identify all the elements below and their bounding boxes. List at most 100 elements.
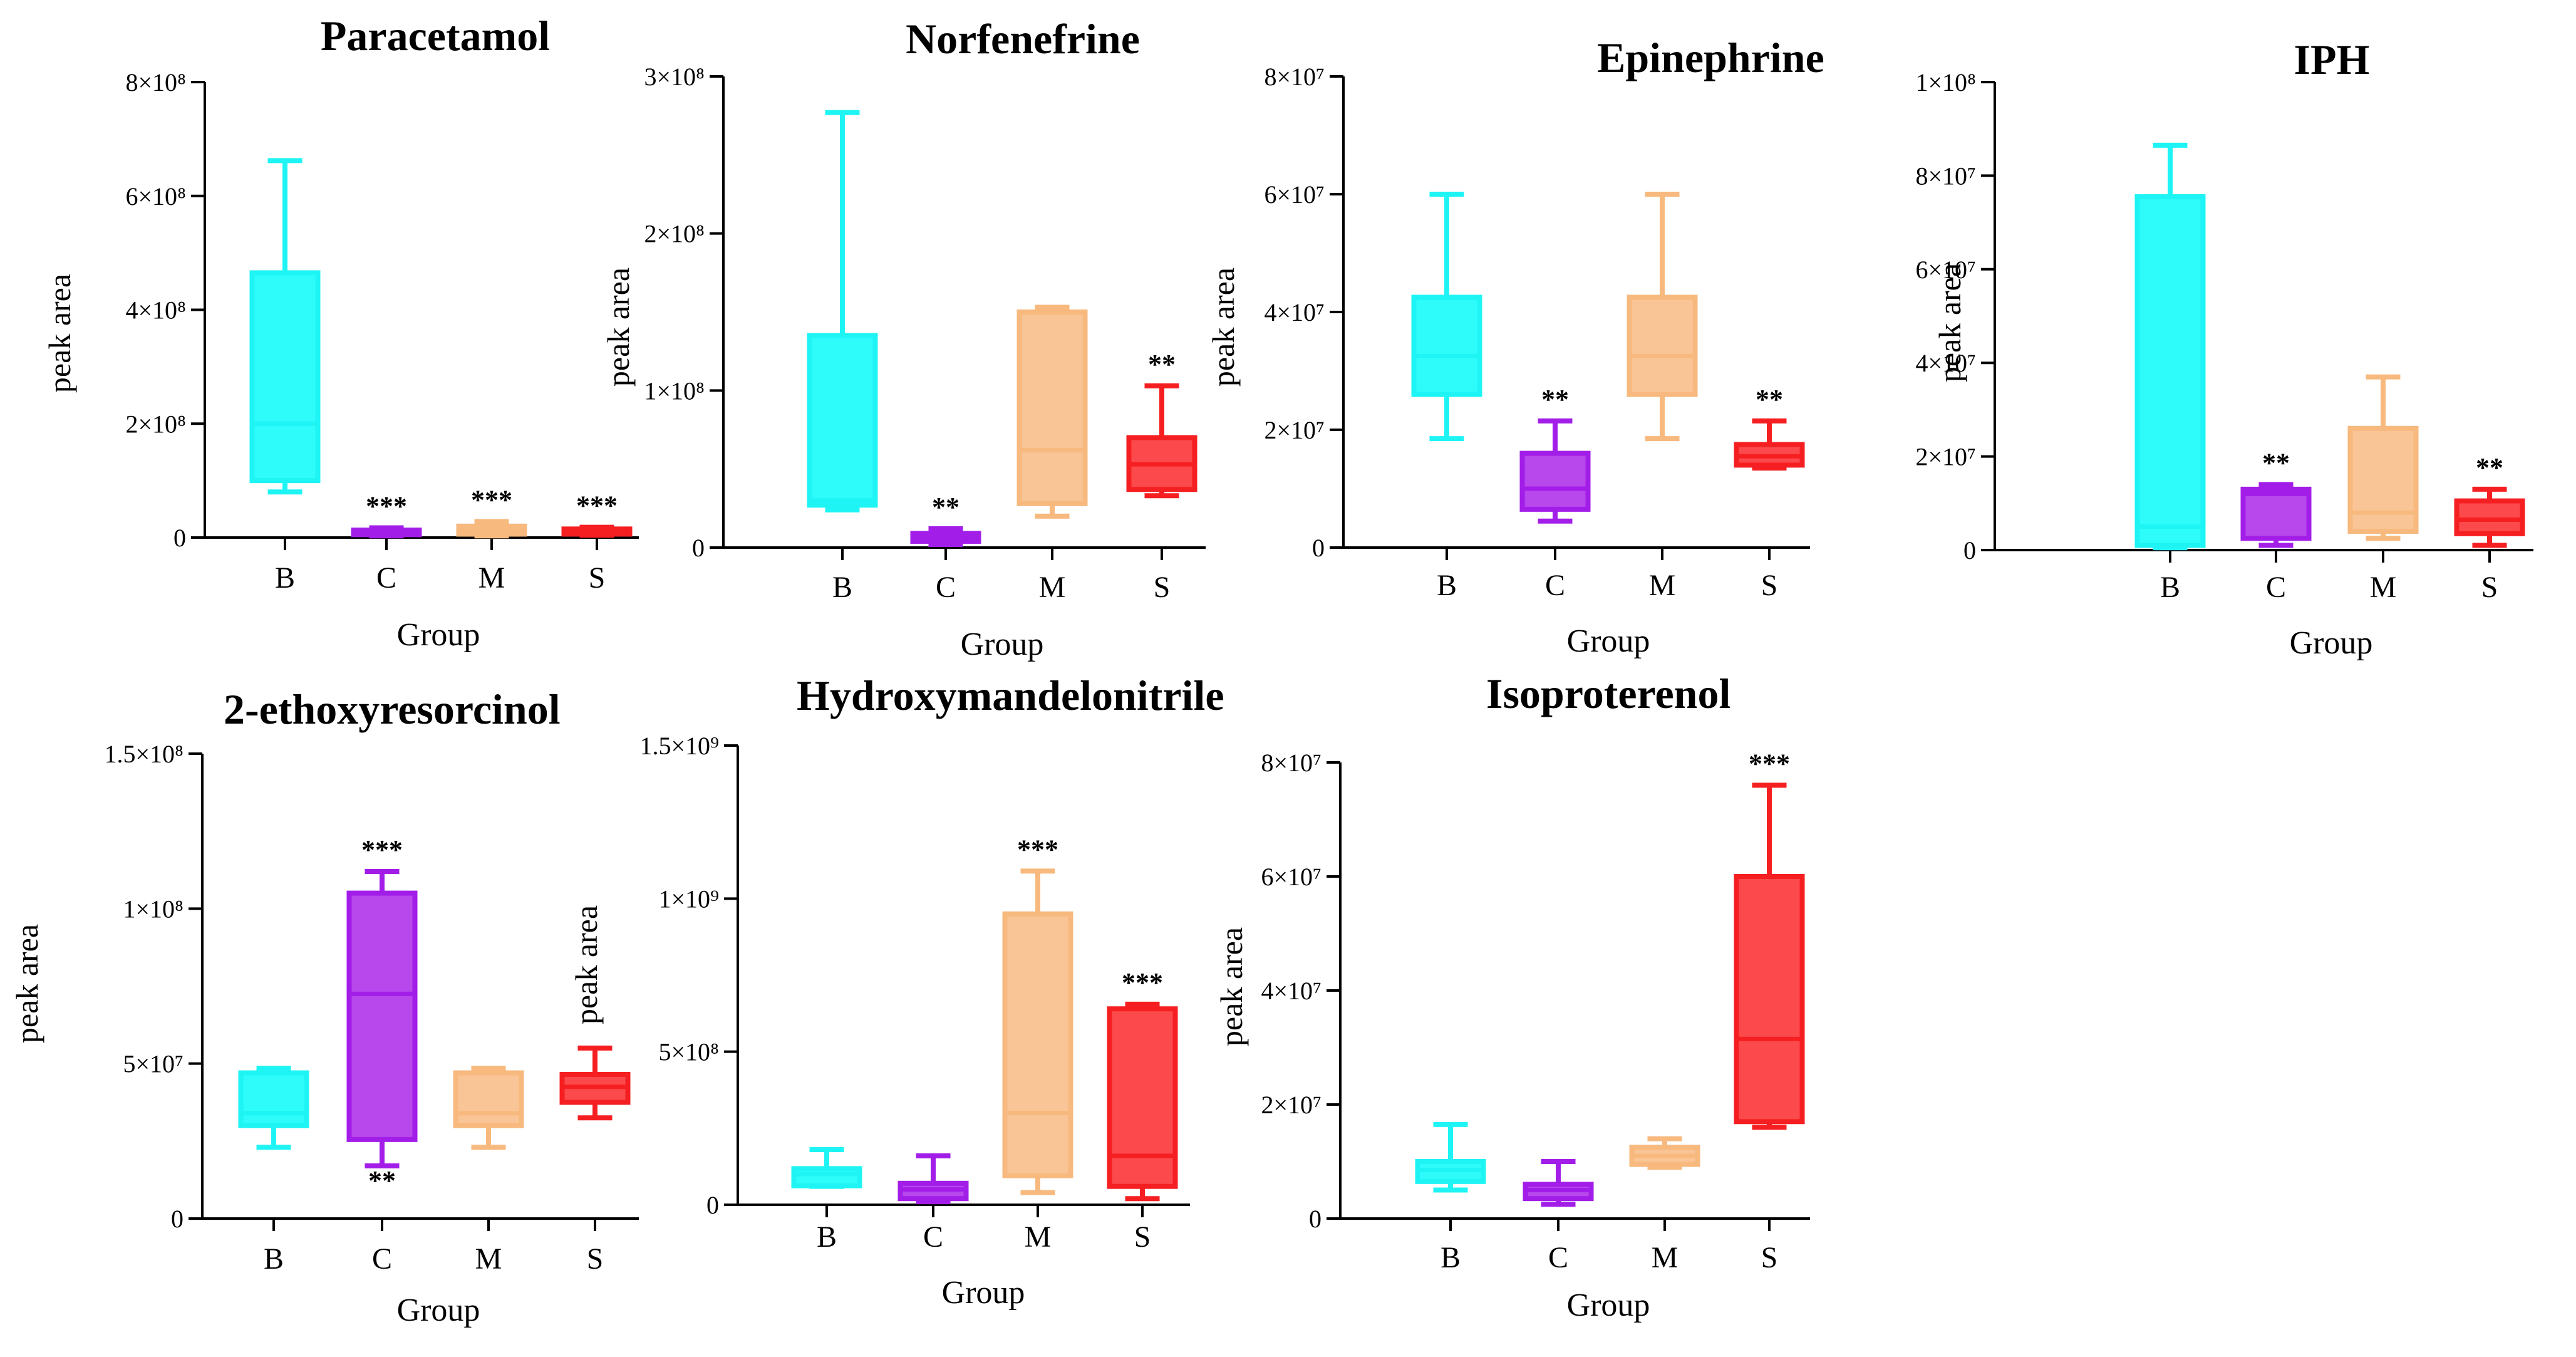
box-m: [1016, 309, 1088, 506]
y-tick-label: 0: [171, 1205, 184, 1233]
y-tick-label: 3×10⁸: [644, 63, 705, 91]
box-b: [249, 270, 321, 484]
significance-marker: ***: [1017, 834, 1058, 865]
y-tick-label: 4×10⁷: [1915, 349, 1976, 377]
y-axis-label: peak area: [601, 268, 636, 387]
x-tick-label: B: [264, 1242, 284, 1276]
y-tick-label: 1.5×10⁸: [104, 740, 184, 768]
y-tick-label: 6×10⁷: [1264, 180, 1325, 209]
significance-marker: ***: [471, 485, 512, 516]
box-m: [1627, 294, 1698, 397]
box-b: [2134, 194, 2206, 548]
chart-title: Paracetamol: [321, 12, 550, 60]
y-tick-label: 6×10⁸: [125, 182, 186, 211]
x-tick-label: B: [1441, 1241, 1461, 1274]
y-axis-label: peak area: [42, 274, 77, 393]
y-tick-label: 0: [1312, 534, 1325, 562]
chart-title: Epinephrine: [1597, 34, 1824, 81]
box-b: [807, 333, 878, 508]
x-tick-label: M: [2370, 571, 2397, 604]
box-b: [1411, 294, 1482, 397]
chart-title: Norfenefrine: [906, 15, 1140, 63]
significance-marker: ***: [366, 491, 407, 522]
x-tick-label: S: [587, 1242, 604, 1276]
box-s: [1734, 874, 1805, 1125]
significance-marker: **: [1756, 384, 1783, 415]
y-tick-label: 4×10⁸: [125, 296, 186, 325]
x-axis-label: Group: [942, 1275, 1025, 1311]
y-tick-label: 0: [706, 1191, 719, 1219]
box-c: [1519, 450, 1591, 512]
box-m: [2347, 425, 2419, 534]
x-tick-label: C: [936, 571, 956, 604]
y-axis-label: peak area: [9, 924, 44, 1043]
box-s: [1107, 1006, 1178, 1189]
x-tick-label: S: [1761, 1241, 1778, 1274]
y-tick-label: 2×10⁷: [1261, 1091, 1322, 1119]
y-tick-label: 1×10⁸: [644, 377, 705, 405]
y-tick-label: 5×10⁷: [123, 1050, 184, 1078]
significance-marker: **: [1541, 384, 1569, 415]
y-tick-label: 8×10⁸: [125, 68, 186, 96]
x-tick-label: S: [1761, 569, 1778, 602]
y-axis-label: peak area: [1932, 263, 1967, 382]
y-tick-label: 8×10⁷: [1261, 749, 1322, 777]
chart-title: 2-ethoxyresorcinol: [224, 685, 561, 733]
x-tick-label: C: [1545, 569, 1565, 602]
x-tick-label: B: [1437, 569, 1457, 602]
x-tick-label: S: [1134, 1220, 1151, 1254]
y-axis-label: peak area: [1214, 927, 1249, 1046]
box-c: [346, 890, 418, 1142]
x-tick-label: M: [478, 561, 505, 595]
x-tick-label: B: [2160, 571, 2180, 604]
box-c: [2240, 486, 2312, 541]
x-tick-label: S: [589, 561, 606, 595]
y-tick-label: 2×10⁷: [1264, 416, 1325, 444]
significance-marker-below: **: [368, 1165, 396, 1196]
x-tick-label: M: [1649, 569, 1676, 602]
significance-marker: **: [2476, 452, 2503, 483]
x-axis-label: Group: [2290, 625, 2373, 661]
y-tick-label: 1.5×10⁹: [639, 732, 719, 760]
chart-title: Hydroxymandelonitrile: [797, 672, 1224, 719]
x-axis-label: Group: [397, 617, 480, 653]
y-axis-label: peak area: [569, 905, 604, 1024]
x-tick-label: M: [1652, 1241, 1679, 1274]
box-m: [1002, 911, 1073, 1178]
significance-marker: ***: [361, 834, 403, 865]
chart-title: IPH: [2294, 36, 2370, 83]
y-tick-label: 2×10⁸: [125, 410, 186, 438]
y-tick-label: 0: [1309, 1205, 1322, 1233]
x-tick-label: M: [1039, 571, 1066, 604]
box-b: [791, 1166, 862, 1188]
significance-marker: ***: [576, 491, 618, 521]
significance-marker: **: [932, 492, 960, 523]
y-tick-label: 2×10⁸: [644, 220, 705, 248]
significance-marker: **: [2262, 447, 2290, 478]
x-tick-label: M: [1025, 1220, 1052, 1254]
y-tick-label: 6×10⁷: [1915, 256, 1976, 284]
chart-title: Isoproterenol: [1486, 670, 1730, 717]
x-axis-label: Group: [961, 627, 1044, 662]
x-axis-label: Group: [397, 1292, 480, 1328]
x-axis-label: Group: [1567, 1287, 1650, 1323]
y-tick-label: 4×10⁷: [1261, 977, 1322, 1005]
y-tick-label: 0: [173, 524, 186, 552]
y-tick-label: 0: [1963, 536, 1976, 564]
y-tick-label: 4×10⁷: [1264, 298, 1325, 326]
x-tick-label: B: [832, 571, 852, 604]
y-tick-label: 8×10⁷: [1915, 162, 1976, 190]
significance-marker: **: [1148, 349, 1176, 380]
y-tick-label: 0: [692, 534, 705, 562]
x-tick-label: S: [1154, 571, 1171, 604]
x-tick-label: S: [2481, 571, 2498, 604]
y-tick-label: 1×10⁸: [123, 895, 184, 923]
y-tick-label: 1×10⁸: [1915, 68, 1976, 96]
x-tick-label: C: [1548, 1241, 1568, 1274]
x-tick-label: C: [372, 1242, 392, 1276]
box-m: [453, 1070, 524, 1128]
y-tick-label: 2×10⁷: [1915, 443, 1976, 471]
significance-marker: ***: [1122, 967, 1163, 998]
box-b: [238, 1070, 309, 1128]
